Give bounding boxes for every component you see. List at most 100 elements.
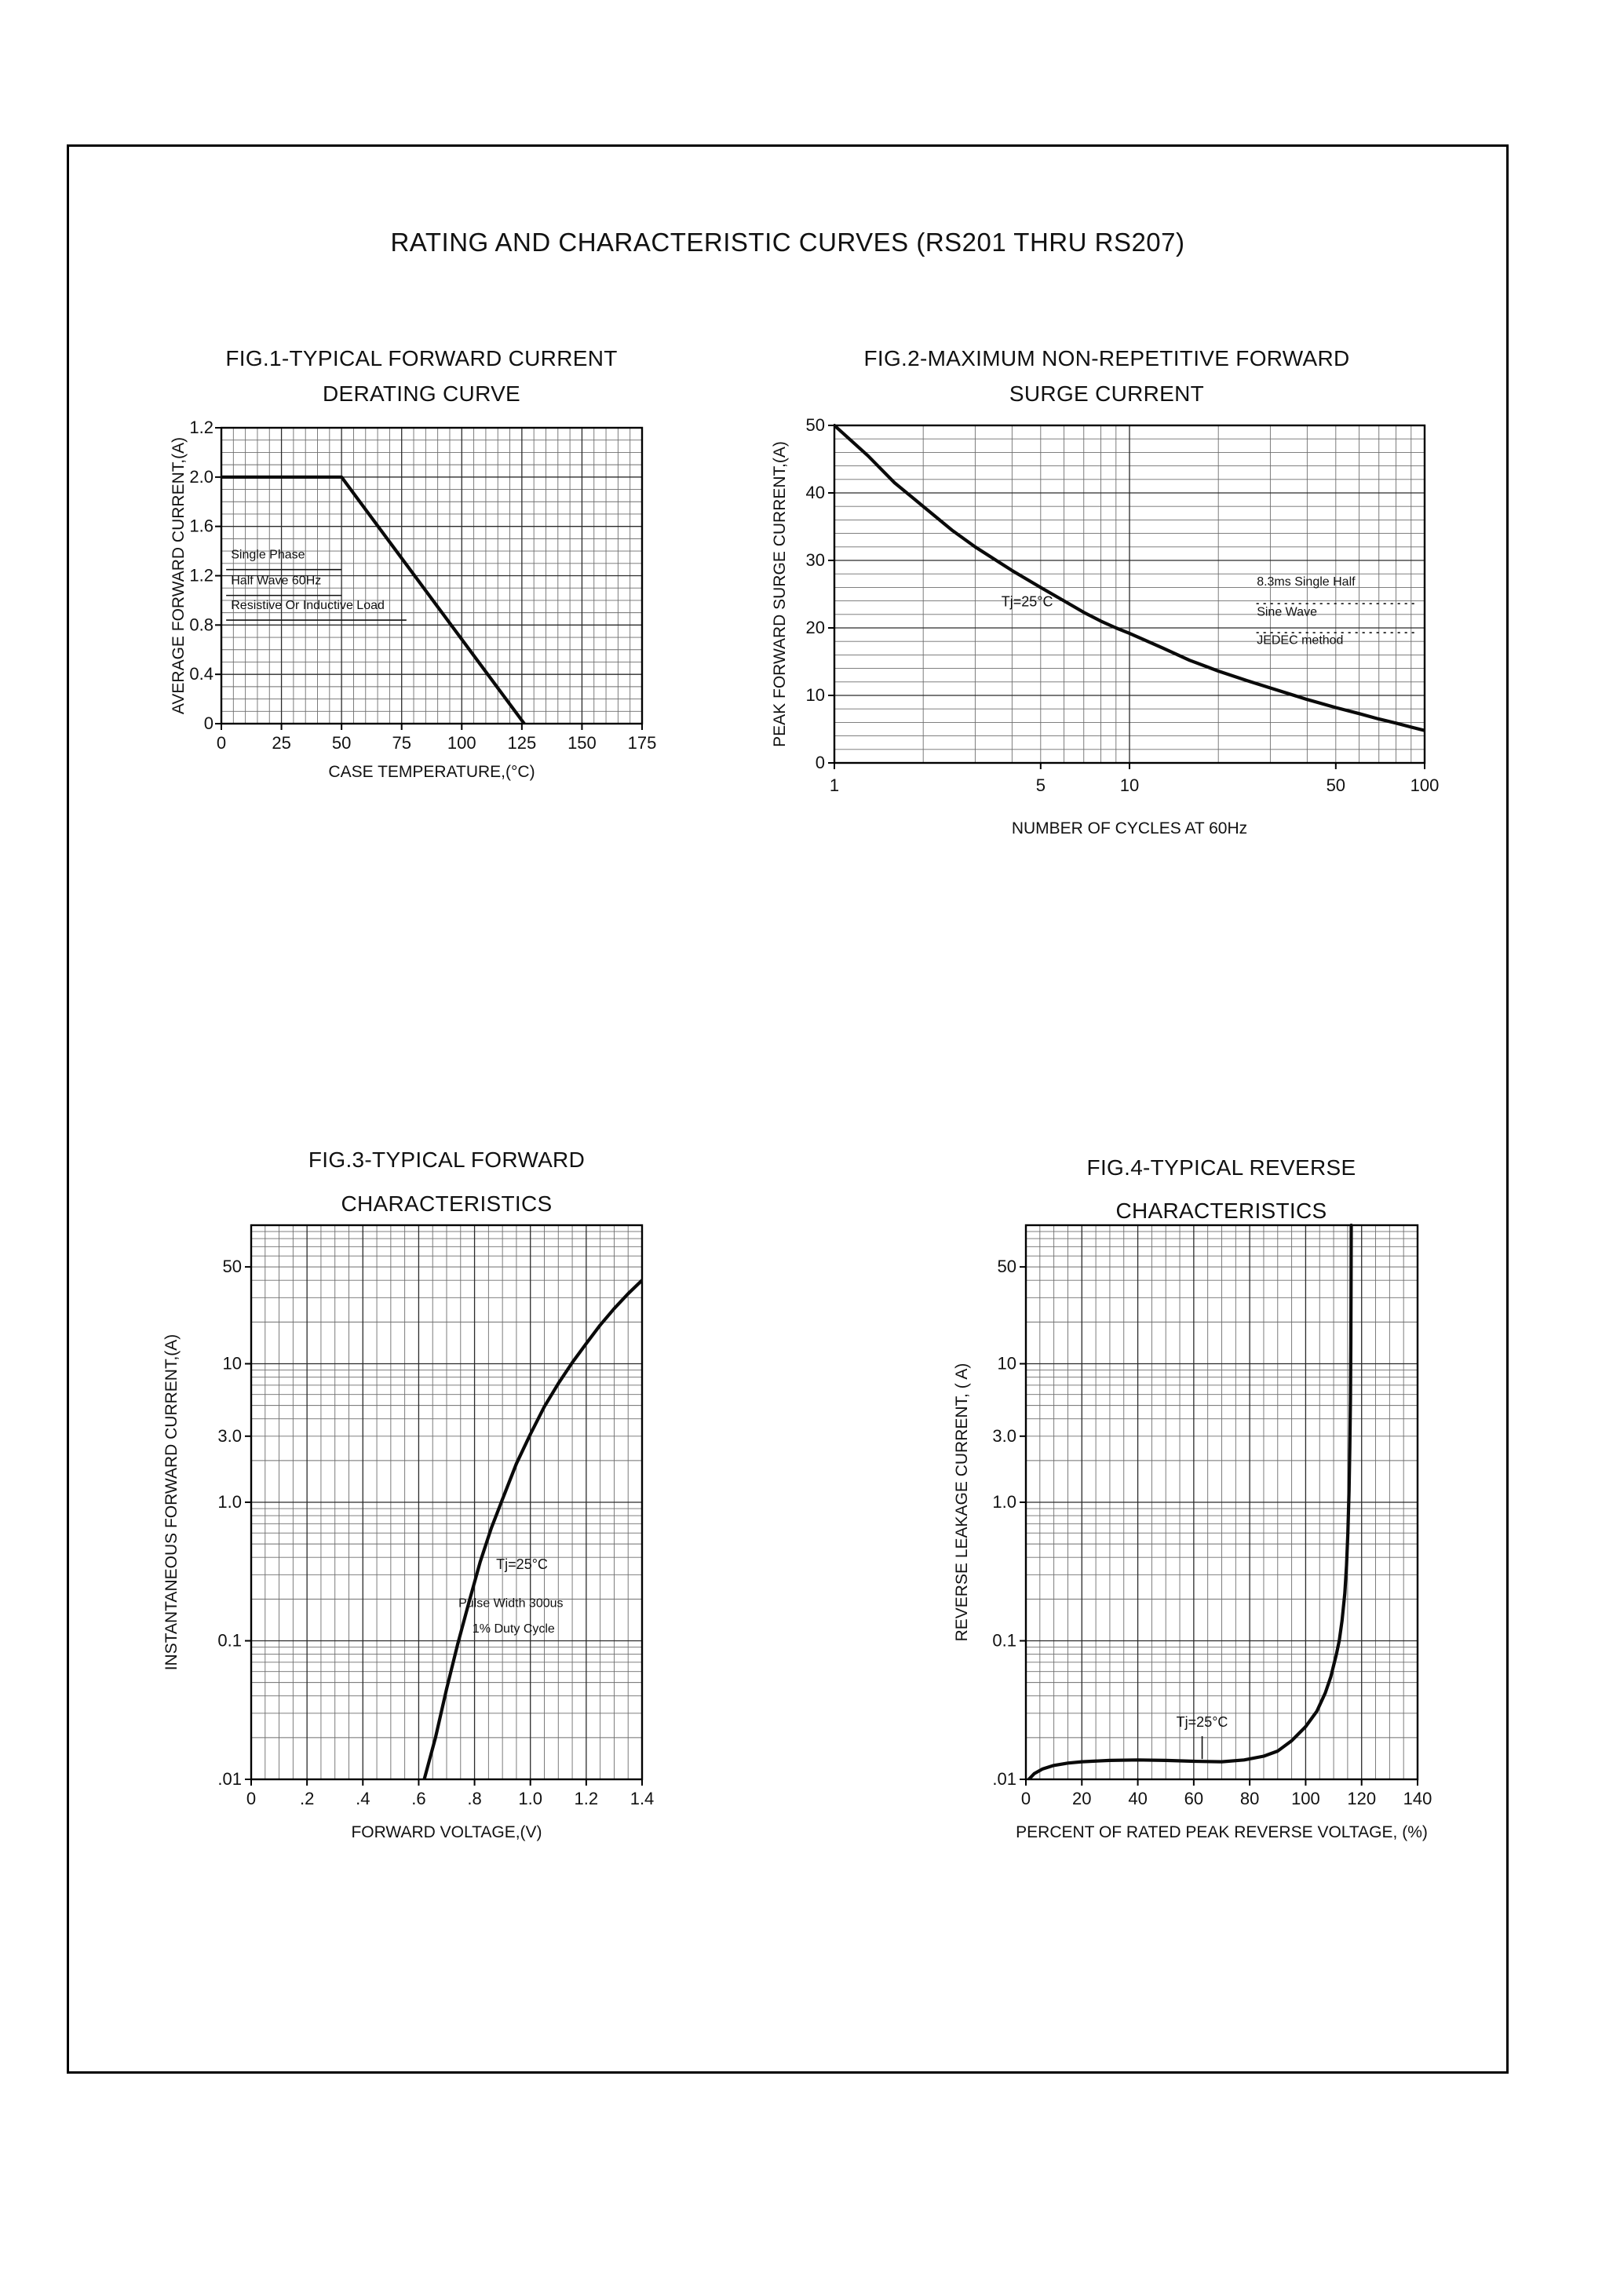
series-surge-current-curve <box>834 424 1425 732</box>
x-tick-labels: 1 5 10 50 100 <box>830 775 1439 795</box>
annotation-text: Sine Wave <box>1257 606 1317 619</box>
figure4-title-line2: CHARACTERISTICS <box>1115 1199 1327 1223</box>
y-tick-label: 0.1 <box>217 1631 242 1651</box>
y-axis-label: REVERSE LEAKAGE CURRENT, ( A) <box>953 1363 971 1642</box>
figure1-title-line1: FIG.1-TYPICAL FORWARD CURRENT <box>225 346 618 370</box>
x-tick-label: 140 <box>1403 1789 1432 1808</box>
y-tick-label: 20 <box>806 618 825 637</box>
y-tick-label: 1.2 <box>189 418 213 437</box>
x-tick-labels: 0 25 50 75 100 125 150 175 <box>217 733 656 753</box>
figure3-chart: 0 .2 .4 .6 .8 1.0 1.2 1.4 50 10 3.0 1.0 0.1 .01 FORWAR… <box>162 1224 654 1841</box>
x-tick-label: 75 <box>392 733 411 753</box>
x-tick-label: 1 <box>830 775 839 795</box>
y-tick-label: 30 <box>806 550 825 570</box>
annotation-text: Tj=25°C <box>1002 593 1053 609</box>
y-tick-label: 50 <box>998 1257 1016 1276</box>
x-tick-label: .4 <box>356 1789 370 1808</box>
x-axis-label: CASE TEMPERATURE,(°C) <box>328 763 535 781</box>
x-tick-label: 80 <box>1240 1789 1259 1808</box>
figure2-chart: 1 5 10 50 100 0 10 20 30 40 50 NUMBER OF CYCLES AT … <box>771 415 1439 837</box>
tick-marks <box>1020 1266 1418 1786</box>
tick-marks <box>215 427 643 730</box>
x-axis-label: FORWARD VOLTAGE,(V) <box>351 1823 542 1841</box>
y-tick-label: 0.1 <box>992 1631 1016 1651</box>
y-tick-labels: 0 0.4 0.8 1.2 1.6 2.0 1.2 <box>189 418 213 733</box>
x-tick-label: 150 <box>567 733 597 753</box>
x-tick-label: 40 <box>1128 1789 1147 1808</box>
y-axis-label: AVERAGE FORWARD CURRENT,(A) <box>170 437 188 714</box>
x-tick-label: 0 <box>246 1789 256 1808</box>
y-tick-labels: 50 10 3.0 1.0 0.1 .01 <box>992 1257 1016 1789</box>
x-tick-label: 1.4 <box>630 1789 655 1808</box>
x-tick-label: .6 <box>411 1789 425 1808</box>
x-tick-label: 5 <box>1036 775 1046 795</box>
figure4-chart: 0 20 40 60 80 100 120 140 50 10 3.0 1.0 0.1 .01 PERCEN… <box>953 1224 1432 1841</box>
y-tick-labels: 50 10 3.0 1.0 0.1 .01 <box>217 1257 242 1789</box>
annotation-text: Half Wave 60Hz <box>231 574 321 587</box>
annotation-text: 1% Duty Cycle <box>473 1622 555 1636</box>
figure3-title-line2: CHARACTERISTICS <box>341 1191 553 1216</box>
y-tick-label: .01 <box>992 1769 1016 1789</box>
x-tick-labels: 0 .2 .4 .6 .8 1.0 1.2 1.4 <box>246 1789 654 1808</box>
y-axis-label: INSTANTANEOUS FORWARD CURRENT,(A) <box>162 1334 181 1671</box>
x-tick-label: .2 <box>300 1789 314 1808</box>
x-tick-label: 20 <box>1072 1789 1091 1808</box>
series-forward-characteristic-curve <box>422 1279 643 1780</box>
figure2-title-line2: SURGE CURRENT <box>1009 381 1205 406</box>
figure1-chart: 0 25 50 75 100 125 150 175 0 0.4 0.8 1.2 1.6 2.0 1.2 CA… <box>170 418 656 781</box>
annotation-text: JEDEC method <box>1257 634 1343 648</box>
x-tick-label: 0 <box>217 733 226 753</box>
figure1-title-line2: DERATING CURVE <box>322 381 521 406</box>
y-tick-labels: 0 10 20 30 40 50 <box>806 415 825 772</box>
annotation-text: 8.3ms Single Half <box>1257 575 1356 589</box>
y-tick-label: 10 <box>998 1354 1016 1374</box>
x-tick-label: 1.2 <box>575 1789 599 1808</box>
y-tick-label: 0 <box>204 713 213 733</box>
annotation-text: Pulse Width 300us <box>458 1597 563 1611</box>
y-tick-label: 10 <box>806 685 825 705</box>
series-derating-curve <box>221 475 526 724</box>
y-tick-label: 1.0 <box>217 1492 242 1512</box>
figure4-title-line1: FIG.4-TYPICAL REVERSE <box>1086 1155 1356 1180</box>
x-tick-label: 100 <box>447 733 476 753</box>
y-tick-label: 0 <box>816 753 825 772</box>
tick-marks <box>245 1266 643 1786</box>
x-tick-label: 125 <box>507 733 536 753</box>
y-tick-label: 3.0 <box>217 1426 242 1446</box>
x-tick-label: 60 <box>1184 1789 1203 1808</box>
x-tick-label: 50 <box>332 733 351 753</box>
tick-marks <box>828 425 1425 769</box>
series-reverse-leakage-curve <box>1025 1224 1353 1780</box>
x-axis-label: NUMBER OF CYCLES AT 60Hz <box>1012 819 1247 837</box>
y-tick-label: 1.6 <box>189 516 213 536</box>
x-tick-label: 100 <box>1411 775 1440 795</box>
figure3-title-line1: FIG.3-TYPICAL FORWARD <box>308 1148 586 1172</box>
page-title: RATING AND CHARACTERISTIC CURVES (RS201 … <box>390 228 1185 257</box>
y-tick-label: 0.8 <box>189 615 213 634</box>
y-tick-label: 40 <box>806 483 825 502</box>
y-tick-label: 50 <box>223 1257 242 1276</box>
x-tick-label: 100 <box>1291 1789 1320 1808</box>
y-tick-label: 50 <box>806 415 825 435</box>
y-axis-label: PEAK FORWARD SURGE CURRENT,(A) <box>771 441 789 747</box>
x-tick-label: 25 <box>272 733 290 753</box>
x-tick-label: 120 <box>1347 1789 1376 1808</box>
y-tick-label: 0.4 <box>189 664 213 684</box>
annotation-text: Tj=25°C <box>496 1556 548 1572</box>
x-tick-labels: 0 20 40 60 80 100 120 140 <box>1021 1789 1432 1808</box>
y-tick-label: 10 <box>223 1354 242 1374</box>
x-tick-label: 1.0 <box>518 1789 542 1808</box>
x-tick-label: 10 <box>1120 775 1139 795</box>
y-tick-label: 3.0 <box>992 1426 1016 1446</box>
grid-minor <box>1026 1225 1418 1779</box>
figure2-title-line1: FIG.2-MAXIMUM NON-REPETITIVE FORWARD <box>863 346 1350 370</box>
annotation-text: Resistive Or Inductive Load <box>231 599 385 612</box>
x-axis-label: PERCENT OF RATED PEAK REVERSE VOLTAGE, (… <box>1016 1823 1428 1841</box>
y-tick-label: .01 <box>217 1769 242 1789</box>
x-tick-label: 0 <box>1021 1789 1031 1808</box>
annotation-text: Tj=25°C <box>1177 1714 1228 1730</box>
annotation-text: Single Phase <box>231 549 305 562</box>
y-tick-label: 1.0 <box>992 1492 1016 1512</box>
x-tick-label: 50 <box>1327 775 1345 795</box>
